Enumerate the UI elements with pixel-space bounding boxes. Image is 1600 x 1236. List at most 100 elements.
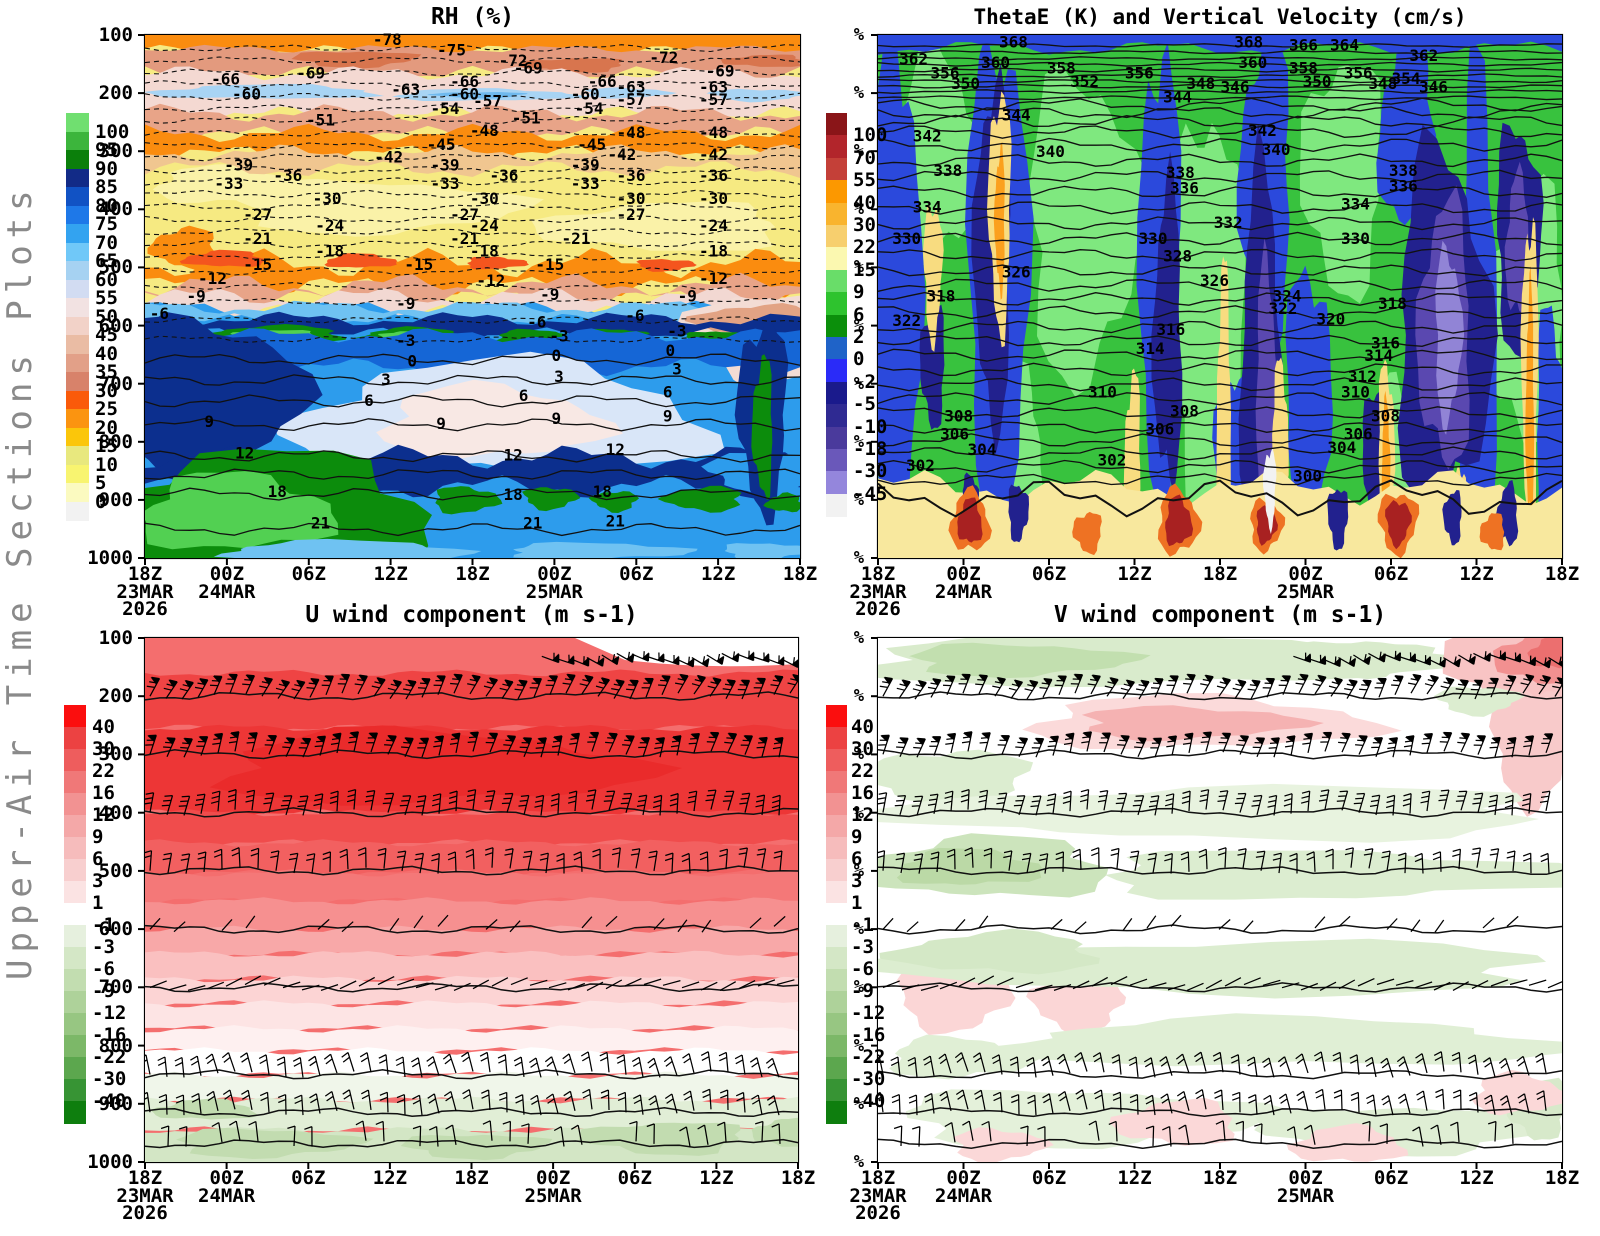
svg-text:306: 306 — [1145, 419, 1174, 438]
svg-text:328: 328 — [1163, 247, 1192, 266]
v-x-tick-label-time: 00Z — [1288, 1167, 1323, 1189]
svg-text:-18: -18 — [699, 242, 728, 261]
rh-colorbar-swatch — [66, 372, 89, 392]
u-colorbar-label: -22 — [92, 1046, 127, 1068]
svg-text:360: 360 — [1238, 53, 1267, 72]
rh-x-tick-label-time: 06Z — [291, 563, 326, 585]
v-x-tick-label-date: 23MAR — [849, 1185, 907, 1207]
rh-colorbar-swatch — [66, 335, 89, 355]
thetae-colorbar-label: 70 — [853, 146, 876, 169]
svg-text:9: 9 — [551, 409, 561, 428]
svg-text:318: 318 — [1378, 294, 1407, 313]
svg-text:-69: -69 — [514, 58, 543, 77]
v-colorbar-label: -9 — [851, 980, 874, 1002]
rh-y-tick-label: 700 — [98, 372, 133, 395]
v-colorbar-swatch — [826, 705, 847, 728]
svg-text:320: 320 — [1316, 310, 1345, 329]
u-x-tick-label-date: 24MAR — [198, 1185, 256, 1207]
v-colorbar-swatch — [826, 947, 847, 970]
svg-text:-3: -3 — [667, 322, 686, 341]
svg-text:-69: -69 — [296, 64, 325, 83]
svg-text:356: 356 — [931, 64, 960, 83]
u-y-tick-label: 1000 — [87, 1151, 133, 1173]
rh-colorbar-label: 35 — [95, 361, 118, 383]
rh-colorbar-label: 60 — [95, 268, 118, 291]
svg-text:338: 338 — [1389, 161, 1418, 180]
u-colorbar-label: -12 — [92, 1002, 127, 1024]
u-colorbar-swatch — [64, 947, 86, 970]
thetae-colorbar-label: -30 — [853, 460, 888, 483]
v-colorbar-swatch — [826, 925, 847, 948]
thetae-x-tick-label-time: 12Z — [1117, 563, 1152, 585]
svg-text:-12: -12 — [198, 269, 227, 288]
u-colorbar-swatch — [64, 727, 86, 750]
svg-text:344: 344 — [1163, 88, 1192, 107]
svg-text:368: 368 — [999, 32, 1028, 51]
thetae-x-tick-label-time: 06Z — [1373, 563, 1409, 585]
svg-text:-3: -3 — [396, 331, 415, 350]
svg-text:12: 12 — [235, 443, 254, 462]
rh-colorbar-label: 5 — [95, 472, 107, 494]
u-x-tick-label-time: 06Z — [617, 1167, 652, 1189]
u-x-tick-label-time: 18Z — [780, 1167, 816, 1189]
v-y-tick-label: % — [853, 1035, 864, 1056]
rh-colorbar-swatch — [66, 390, 89, 410]
v-y-tick-label: % — [853, 919, 864, 940]
svg-text:324: 324 — [1273, 287, 1302, 306]
u-wind-plot — [138, 636, 800, 1169]
rh-x-tick-label-time: 18Z — [455, 563, 490, 585]
svg-text:21: 21 — [311, 513, 330, 532]
svg-text:0: 0 — [665, 341, 675, 360]
svg-text:312: 312 — [1348, 367, 1377, 386]
svg-text:316: 316 — [1371, 334, 1400, 353]
thetae-colorbar-label: 6 — [853, 303, 865, 326]
svg-text:314: 314 — [1364, 346, 1393, 365]
svg-text:344: 344 — [1002, 106, 1031, 125]
svg-text:310: 310 — [1341, 383, 1370, 402]
svg-text:356: 356 — [1125, 64, 1154, 83]
u-colorbar-swatch — [64, 1057, 86, 1080]
rh-x-tick-label-date: 25MAR — [525, 581, 583, 603]
rh-colorbar-label: 80 — [95, 194, 118, 217]
u-colorbar-label: -9 — [92, 980, 115, 1002]
u-colorbar-swatch — [64, 705, 86, 728]
v-colorbar-swatch — [826, 771, 847, 794]
v-colorbar-label: -40 — [851, 1090, 886, 1112]
u-colorbar-swatch — [64, 1013, 86, 1036]
svg-text:3: 3 — [554, 367, 564, 386]
thetae-x-tick-label-time: 06Z — [1031, 563, 1067, 585]
v-colorbar-label: 22 — [851, 760, 874, 782]
svg-text:334: 334 — [1341, 194, 1370, 213]
v-colorbar-swatch — [826, 793, 847, 816]
thetae-y-tick-label: % — [853, 25, 864, 45]
svg-text:330: 330 — [1139, 229, 1168, 248]
svg-text:322: 322 — [892, 311, 921, 330]
svg-text:358: 358 — [1047, 58, 1076, 77]
svg-text:-57: -57 — [617, 90, 646, 109]
u-x-tick-label-date: 2026 — [122, 1202, 168, 1224]
svg-text:-27: -27 — [617, 205, 646, 224]
v-colorbar-swatch — [826, 1057, 847, 1080]
u-colorbar-swatch — [64, 815, 86, 838]
u-colorbar-swatch — [64, 749, 86, 772]
svg-text:-33: -33 — [571, 174, 600, 193]
svg-text:-60: -60 — [450, 85, 479, 104]
rh-x-tick-label-time: 18Z — [127, 563, 163, 585]
svg-text:-18: -18 — [315, 242, 344, 261]
svg-text:-9: -9 — [540, 285, 559, 304]
svg-text:-72: -72 — [649, 48, 678, 67]
rh-colorbar-label: 90 — [95, 157, 118, 180]
svg-text:-57: -57 — [473, 91, 502, 110]
rh-colorbar-label: 25 — [95, 398, 118, 420]
thetae-colorbar-label: -5 — [853, 393, 876, 416]
svg-text:6: 6 — [663, 383, 673, 402]
rh-colorbar-label: 95 — [95, 139, 118, 161]
svg-text:346: 346 — [1419, 77, 1448, 96]
svg-text:-60: -60 — [571, 85, 600, 104]
thetae-colorbar-label: 55 — [853, 169, 876, 192]
thetae-x-tick-label-date: 23MAR — [849, 581, 907, 603]
thetae-colorbar-swatch — [826, 202, 847, 226]
thetae-colorbar-label: -45 — [853, 482, 888, 505]
thetae-y-tick-label: % — [853, 257, 864, 278]
